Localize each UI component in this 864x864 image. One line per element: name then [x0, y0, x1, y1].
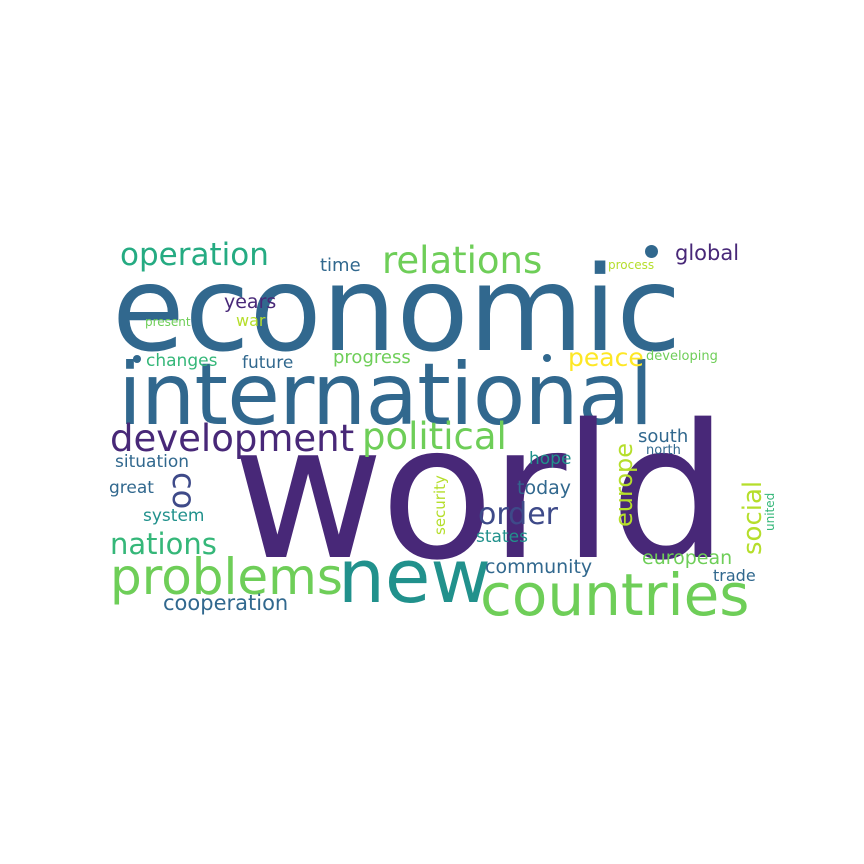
word-political: political — [362, 415, 507, 458]
word-world: world — [232, 384, 728, 601]
word-new: new — [338, 534, 491, 620]
word-community: community — [485, 556, 593, 578]
word-time: time — [320, 255, 361, 276]
word-changes: changes — [146, 351, 218, 371]
word-relations: relations — [382, 239, 543, 282]
word-hope: hope — [529, 449, 572, 469]
word-progress: progress — [333, 347, 411, 368]
word-today: today — [517, 477, 572, 499]
word-nations: nations — [110, 527, 217, 561]
word-global: global — [675, 241, 740, 265]
word-international: international — [118, 345, 653, 445]
word-south: south — [638, 426, 689, 447]
word-trade: trade — [713, 566, 756, 585]
word-peace: peace — [568, 343, 644, 372]
word-present: present — [145, 315, 191, 329]
dot-3 — [133, 355, 141, 363]
word-european: european — [642, 547, 733, 569]
word-years: years — [224, 291, 277, 313]
dot-1 — [645, 245, 658, 258]
word-co: co — [165, 472, 203, 510]
word-countries: countries — [480, 561, 750, 629]
word-developing: developing — [646, 349, 718, 364]
word-cooperation: cooperation — [163, 591, 289, 615]
word-operation: operation — [120, 237, 269, 273]
word-process: process — [608, 258, 655, 272]
word-economic: economic — [112, 240, 682, 378]
word-system: system — [143, 506, 205, 526]
dot-2 — [543, 354, 551, 362]
word-great: great — [109, 478, 154, 498]
word-future: future — [242, 353, 294, 373]
word-situation: situation — [115, 452, 190, 472]
word-united: united — [763, 492, 777, 531]
word-europe: europe — [610, 443, 638, 527]
word-states: states — [476, 527, 528, 547]
word-security: security — [431, 475, 449, 535]
word-war: war — [236, 311, 266, 330]
word-order: order — [478, 497, 558, 532]
word-development: development — [110, 417, 355, 460]
word-north: north — [646, 443, 681, 458]
word-problems: problems — [110, 548, 343, 606]
